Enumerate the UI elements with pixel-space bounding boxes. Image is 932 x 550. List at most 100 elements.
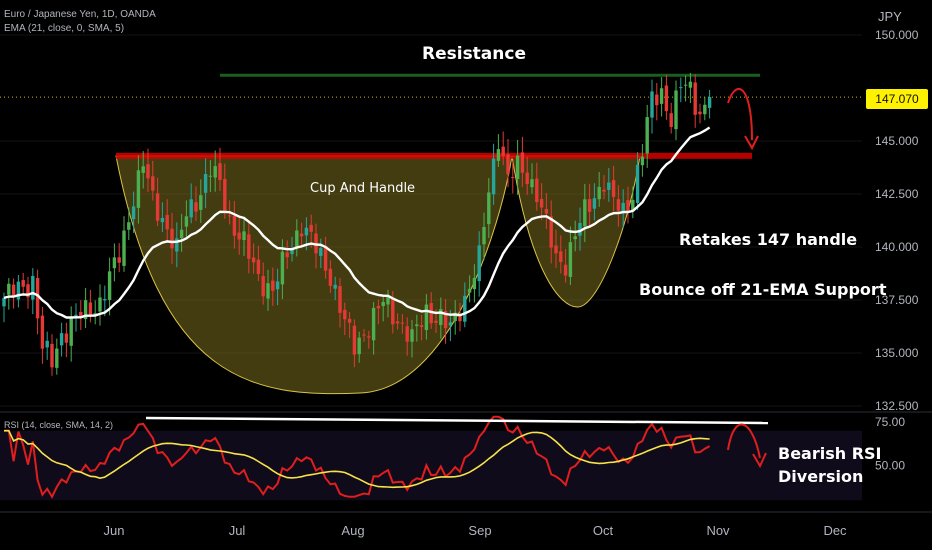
candle-body bbox=[40, 315, 45, 349]
y-tick-label: 137.500 bbox=[875, 293, 919, 307]
candle-body bbox=[160, 217, 165, 223]
candle-body bbox=[698, 111, 702, 115]
candle-body bbox=[275, 281, 280, 290]
candle-body bbox=[362, 334, 366, 336]
candle-body bbox=[83, 300, 88, 320]
candle-body bbox=[453, 312, 457, 322]
rsi-divergence-label-2: Diversion bbox=[778, 467, 864, 486]
candle-body bbox=[170, 228, 174, 249]
candle-body bbox=[415, 324, 419, 327]
candle-body bbox=[227, 215, 232, 217]
candle-body bbox=[395, 321, 400, 324]
candle-body bbox=[117, 257, 121, 263]
candle-body bbox=[400, 322, 405, 324]
rsi-tick-label: 50.00 bbox=[875, 459, 905, 473]
candle-body bbox=[693, 82, 697, 115]
candle-body bbox=[55, 348, 59, 368]
candle-body bbox=[79, 312, 83, 318]
candle-body bbox=[122, 230, 126, 266]
axes: 132.500 135.000 137.500 140.000 142.500 145.0… bbox=[0, 28, 932, 538]
candle-body bbox=[664, 85, 669, 112]
candle-body bbox=[573, 236, 577, 240]
candle-body bbox=[290, 248, 294, 255]
currency-unit: JPY bbox=[878, 9, 902, 24]
candle-body bbox=[621, 202, 625, 213]
candle-body bbox=[635, 164, 640, 204]
candle-body bbox=[371, 307, 376, 341]
candle-body bbox=[35, 277, 40, 319]
rsi-band bbox=[0, 430, 862, 501]
candle-body bbox=[295, 230, 299, 249]
candle-body bbox=[50, 343, 54, 368]
candle-body bbox=[405, 326, 409, 342]
rsi-legend: RSI (14, close, SMA, 14, 2) bbox=[4, 420, 114, 430]
candle-body bbox=[175, 238, 179, 252]
rsi-panel bbox=[0, 415, 862, 501]
candle-body bbox=[707, 97, 712, 108]
candle-body bbox=[343, 309, 347, 320]
candle-body bbox=[251, 257, 256, 263]
candle-body bbox=[199, 195, 203, 210]
candle-body bbox=[242, 231, 246, 241]
candle-body bbox=[602, 189, 606, 192]
candle-body bbox=[679, 87, 683, 89]
candle-body bbox=[443, 311, 448, 329]
candle-body bbox=[376, 305, 381, 309]
candle-body bbox=[386, 297, 390, 305]
candle-body bbox=[563, 264, 568, 276]
y-tick-label: 145.000 bbox=[875, 134, 919, 148]
candle-body bbox=[467, 288, 472, 293]
candle-body bbox=[64, 333, 69, 343]
candle-body bbox=[26, 284, 30, 298]
candle-body bbox=[410, 329, 414, 342]
rsi-line bbox=[4, 415, 711, 499]
candle-body bbox=[271, 280, 275, 291]
candle-body bbox=[640, 156, 645, 166]
candle-body bbox=[328, 268, 333, 286]
x-tick-label: Jul bbox=[229, 523, 246, 538]
candle-body bbox=[419, 325, 424, 328]
candle-body bbox=[223, 178, 227, 213]
candle-body bbox=[69, 317, 73, 346]
bounce-label: Bounce off 21-EMA Support bbox=[639, 280, 887, 299]
candle-body bbox=[309, 224, 313, 232]
retakes-label: Retakes 147 handle bbox=[679, 230, 858, 249]
candle-body bbox=[607, 182, 611, 190]
candle-body bbox=[304, 227, 309, 236]
candles bbox=[2, 72, 712, 376]
price-down-arrow bbox=[727, 88, 753, 141]
rsi-ma-line bbox=[4, 429, 710, 489]
candle-body bbox=[11, 284, 16, 297]
candle-body bbox=[131, 206, 136, 220]
x-tick-label: Jun bbox=[104, 523, 125, 538]
candle-body bbox=[583, 199, 587, 227]
candle-body bbox=[280, 251, 285, 285]
candle-body bbox=[151, 176, 155, 191]
chart-title: Euro / Japanese Yen, 1D, OANDA bbox=[4, 9, 156, 20]
candle-body bbox=[458, 315, 462, 322]
candle-body bbox=[357, 337, 361, 355]
candle-body bbox=[501, 146, 505, 157]
levels bbox=[0, 73, 862, 159]
candle-body bbox=[429, 303, 433, 324]
candle-body bbox=[45, 340, 49, 348]
candle-body bbox=[424, 304, 429, 331]
candle-body bbox=[544, 208, 549, 214]
candle-body bbox=[477, 245, 481, 282]
y-tick-label: 135.000 bbox=[875, 346, 919, 360]
candle-body bbox=[74, 314, 78, 317]
candle-body bbox=[472, 278, 477, 290]
y-tick-label: 132.500 bbox=[875, 399, 919, 413]
candle-body bbox=[285, 252, 289, 258]
candle-body bbox=[511, 176, 515, 179]
ema-21-line bbox=[3, 126, 711, 319]
rsi-tick-label: 75.00 bbox=[875, 415, 905, 429]
ema-line bbox=[3, 126, 711, 319]
rsi-down-arrow bbox=[727, 423, 761, 459]
candle-body bbox=[299, 233, 304, 237]
candle-body bbox=[103, 298, 107, 301]
candle-body bbox=[189, 199, 193, 218]
candle-body bbox=[592, 198, 597, 209]
forecast-arrows bbox=[727, 88, 767, 469]
